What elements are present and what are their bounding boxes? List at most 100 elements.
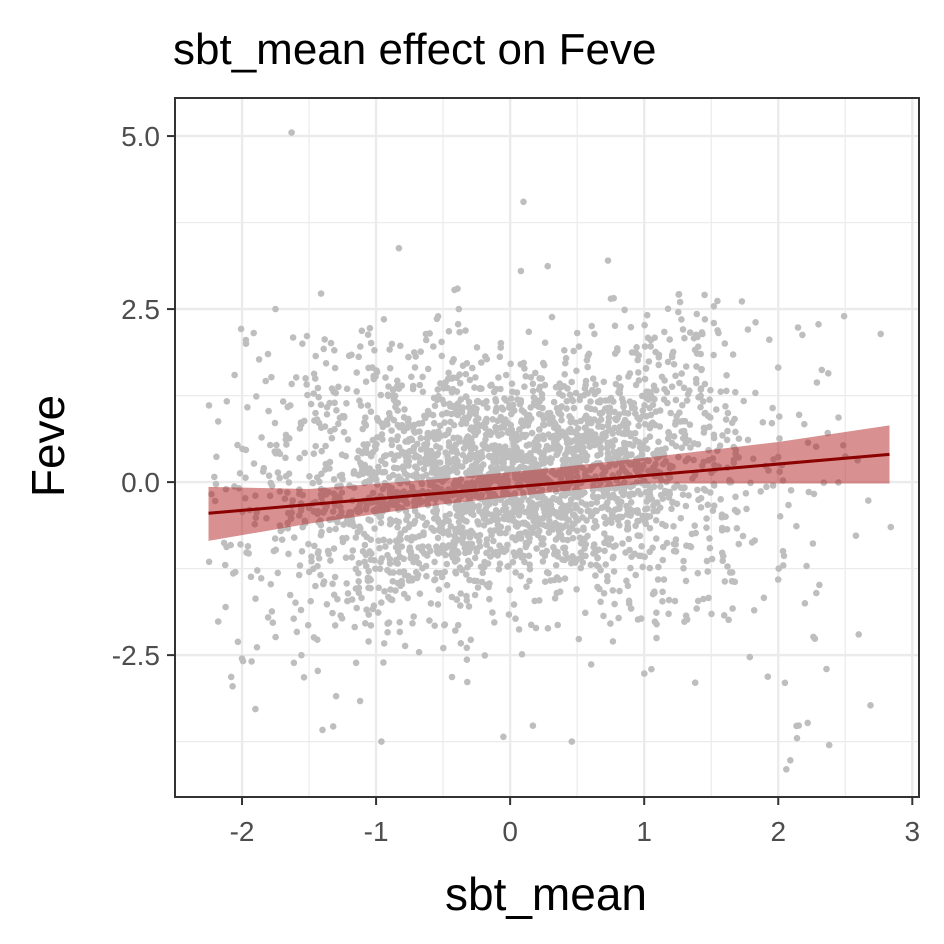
scatter-point xyxy=(580,526,587,533)
scatter-point xyxy=(378,420,385,427)
scatter-point xyxy=(310,370,318,378)
scatter-point xyxy=(394,548,402,555)
scatter-point xyxy=(685,492,692,499)
scatter-point xyxy=(686,421,694,429)
scatter-point xyxy=(732,388,739,396)
scatter-point xyxy=(521,409,528,416)
scatter-point xyxy=(653,609,660,616)
scatter-point xyxy=(429,456,437,464)
scatter-point xyxy=(453,505,460,512)
scatter-point xyxy=(478,359,485,366)
scatter-point xyxy=(626,492,633,500)
scatter-point xyxy=(277,527,285,535)
scatter-point xyxy=(517,267,525,275)
scatter-point xyxy=(680,557,687,565)
scatter-point xyxy=(352,659,360,667)
scatter-point xyxy=(691,522,698,529)
scatter-point xyxy=(382,374,389,381)
scatter-point xyxy=(399,463,407,470)
scatter-point xyxy=(584,363,591,371)
scatter-point xyxy=(697,350,704,358)
scatter-point xyxy=(375,537,382,544)
scatter-point xyxy=(464,557,472,565)
scatter-point xyxy=(471,554,479,562)
scatter-point xyxy=(312,442,320,450)
scatter-point xyxy=(657,483,664,490)
scatter-point xyxy=(541,578,549,585)
scatter-point xyxy=(465,398,473,406)
scatter-point xyxy=(342,452,350,460)
scatter-point xyxy=(556,444,564,452)
scatter-point xyxy=(617,383,624,390)
scatter-point xyxy=(735,435,743,443)
scatter-point xyxy=(722,403,729,410)
scatter-point xyxy=(471,464,479,471)
scatter-point xyxy=(614,448,621,456)
scatter-point xyxy=(247,573,255,581)
scatter-point xyxy=(540,435,547,443)
scatter-point xyxy=(724,563,731,570)
scatter-point xyxy=(668,383,676,391)
scatter-point xyxy=(497,529,505,537)
scatter-point xyxy=(460,534,467,541)
scatter-point xyxy=(625,597,633,605)
scatter-point xyxy=(372,565,379,572)
scatter-point xyxy=(553,496,560,504)
scatter-point xyxy=(608,438,616,446)
scatter-point xyxy=(459,539,467,547)
scatter-point xyxy=(407,548,415,556)
scatter-point xyxy=(545,569,552,577)
scatter-point xyxy=(569,520,577,528)
scatter-point xyxy=(710,502,718,510)
scatter-point xyxy=(273,441,280,449)
scatter-point xyxy=(398,543,406,550)
scatter-point xyxy=(507,395,515,402)
scatter-point xyxy=(433,451,441,459)
scatter-point xyxy=(252,595,259,602)
scatter-point xyxy=(497,344,505,351)
scatter-point xyxy=(562,359,569,367)
scatter-point xyxy=(289,334,297,341)
scatter-point xyxy=(597,437,605,444)
scatter-point xyxy=(604,257,612,264)
scatter-point xyxy=(303,332,311,340)
scatter-point xyxy=(377,391,385,399)
scatter-point xyxy=(397,536,404,543)
y-axis: -2.5 0.0 2.5 5.0 xyxy=(112,121,175,671)
scatter-point xyxy=(447,403,454,410)
scatter-point xyxy=(576,534,584,541)
scatter-point xyxy=(616,505,623,512)
scatter-point xyxy=(723,387,730,395)
scatter-point xyxy=(237,325,245,333)
scatter-point xyxy=(671,484,678,491)
scatter-point xyxy=(582,431,589,439)
scatter-point xyxy=(453,512,461,520)
scatter-point xyxy=(411,507,419,515)
scatter-point xyxy=(608,519,615,526)
scatter-point xyxy=(743,505,750,513)
scatter-point xyxy=(703,515,710,522)
scatter-point xyxy=(463,518,470,525)
scatter-point xyxy=(457,396,465,403)
scatter-point xyxy=(236,470,244,477)
scatter-point xyxy=(533,545,540,552)
scatter-point xyxy=(523,583,530,590)
scatter-point xyxy=(551,523,559,530)
scatter-point xyxy=(693,363,700,370)
scatter-point xyxy=(693,310,701,318)
scatter-point xyxy=(404,417,412,424)
scatter-point xyxy=(576,396,583,404)
scatter-point xyxy=(361,419,368,426)
x-tick-label: 2 xyxy=(770,816,786,847)
scatter-point xyxy=(594,493,602,501)
scatter-point xyxy=(295,571,303,579)
scatter-point xyxy=(530,394,538,401)
scatter-point xyxy=(415,559,423,567)
scatter-point xyxy=(457,640,465,647)
scatter-point xyxy=(766,336,773,344)
scatter-point xyxy=(431,576,439,583)
scatter-point xyxy=(675,308,682,316)
scatter-point xyxy=(734,508,741,515)
scatter-point xyxy=(314,384,322,392)
scatter-point xyxy=(278,536,286,543)
